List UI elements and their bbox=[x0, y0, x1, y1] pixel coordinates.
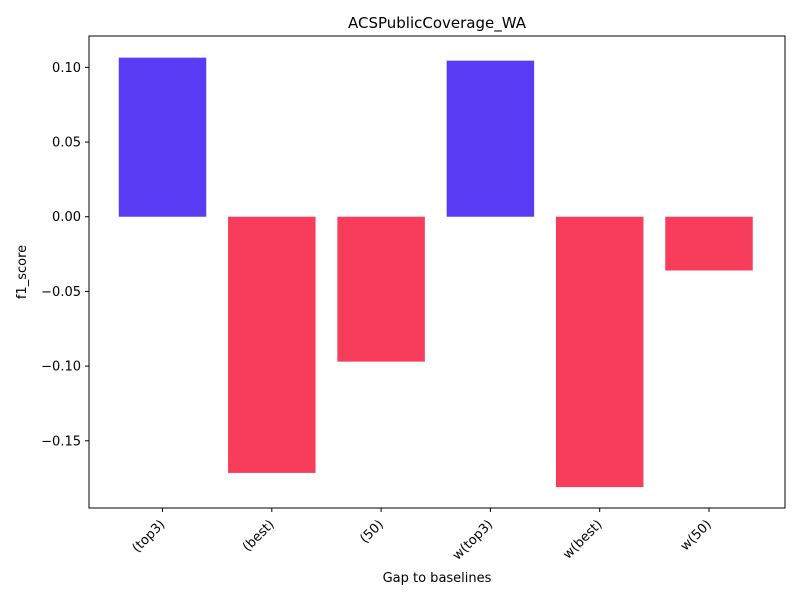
y-tick-label: −0.15 bbox=[41, 434, 81, 449]
bar-5 bbox=[665, 216, 753, 271]
bar-0 bbox=[118, 57, 207, 217]
x-tick-label: w(50) bbox=[678, 517, 715, 554]
bar-1 bbox=[228, 216, 316, 473]
x-tick-label: w(top3) bbox=[450, 517, 496, 563]
bar-2 bbox=[337, 216, 425, 362]
y-tick-label: −0.10 bbox=[41, 360, 81, 375]
x-tick-label: (50) bbox=[357, 517, 386, 546]
bar-4 bbox=[555, 216, 644, 488]
y-tick-label: 0.10 bbox=[52, 61, 81, 76]
y-tick-label: −0.05 bbox=[41, 285, 81, 300]
x-axis-label: Gap to baselines bbox=[383, 571, 492, 586]
x-tick-label: (best) bbox=[240, 517, 278, 555]
x-tick-label: (top3) bbox=[130, 517, 169, 556]
y-tick-label: 0.05 bbox=[52, 136, 81, 151]
x-tick-label: w(best) bbox=[560, 517, 605, 562]
y-tick-label: 0.00 bbox=[52, 210, 81, 225]
y-axis-label: f1_score bbox=[15, 245, 30, 299]
bar-3 bbox=[446, 60, 535, 217]
chart-title: ACSPublicCoverage_WA bbox=[348, 14, 527, 33]
